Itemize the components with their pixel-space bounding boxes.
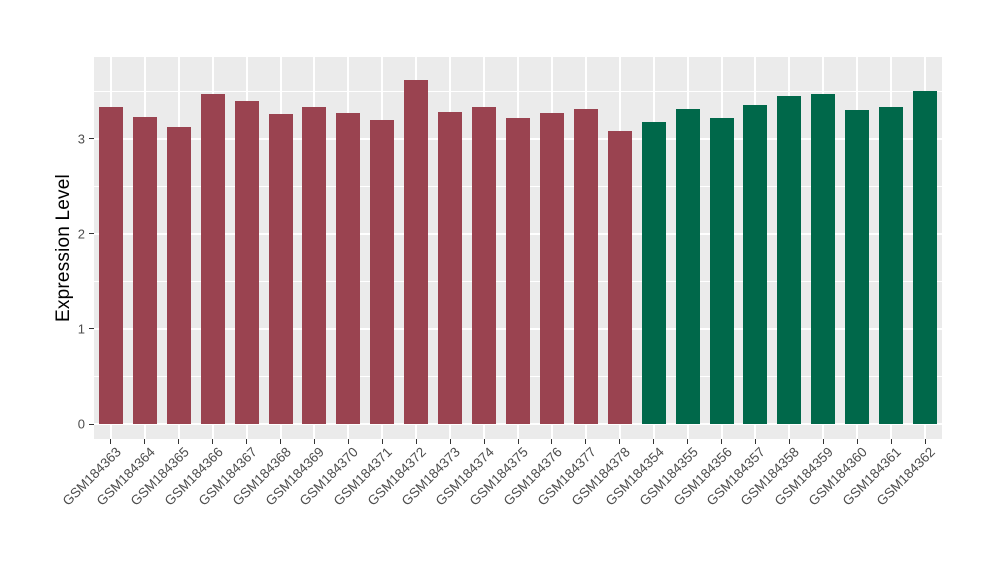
- bar-gsm184368: [268, 114, 293, 424]
- x-axis-tick-mark: [144, 439, 146, 444]
- bar-gsm184362: [913, 91, 938, 424]
- y-axis-title: Expression Level: [53, 174, 74, 322]
- x-axis-tick-mark: [347, 439, 349, 444]
- x-axis-tick-mark: [619, 439, 621, 444]
- x-axis-tick-mark: [721, 439, 723, 444]
- bar-gsm184354: [641, 121, 666, 424]
- x-axis-tick-mark: [585, 439, 587, 444]
- bar-gsm184358: [777, 96, 802, 424]
- x-axis-tick-mark: [246, 439, 248, 444]
- bar-gsm184376: [539, 113, 564, 424]
- y-axis-tick-mark: [89, 233, 94, 235]
- bar-gsm184372: [404, 80, 429, 424]
- bar-gsm184357: [743, 104, 768, 424]
- bar-gsm184360: [845, 109, 870, 424]
- x-axis-tick-mark: [924, 439, 926, 444]
- x-axis-tick-mark: [822, 439, 824, 444]
- bar-gsm184378: [607, 131, 632, 424]
- bar-gsm184366: [200, 94, 225, 424]
- bar-gsm184365: [166, 126, 191, 424]
- y-axis-tick-label: 2: [77, 226, 85, 242]
- x-axis-tick-mark: [415, 439, 417, 444]
- x-axis-tick-mark: [754, 439, 756, 444]
- bar-gsm184375: [506, 118, 530, 424]
- x-axis-tick-mark: [212, 439, 214, 444]
- y-axis-tick-label: 0: [77, 416, 85, 432]
- bar-gsm184355: [675, 108, 700, 424]
- x-axis-tick-mark: [856, 439, 858, 444]
- x-axis-tick-mark: [551, 439, 553, 444]
- x-axis-tick-mark: [788, 439, 790, 444]
- x-axis-tick-mark: [483, 439, 485, 444]
- y-axis-tick-mark: [89, 138, 94, 140]
- bar-gsm184370: [336, 113, 361, 424]
- bar-gsm184359: [811, 94, 836, 424]
- x-axis-tick-mark: [280, 439, 282, 444]
- x-axis-tick-mark: [653, 439, 655, 444]
- y-axis-tick-label: 3: [77, 131, 85, 147]
- bar-gsm184363: [98, 106, 123, 424]
- x-axis-tick-mark: [313, 439, 315, 444]
- bar-gsm184374: [472, 106, 497, 424]
- bar-gsm184369: [302, 106, 327, 424]
- x-axis-tick-mark: [449, 439, 451, 444]
- plot-panel: [94, 57, 942, 439]
- x-axis-tick-mark: [110, 439, 112, 444]
- bar-gsm184356: [709, 118, 734, 424]
- bar-gsm184371: [370, 119, 395, 424]
- bar-gsm184361: [879, 106, 904, 424]
- x-axis-tick-mark: [178, 439, 180, 444]
- x-axis-tick-mark: [517, 439, 519, 444]
- x-axis-tick-mark: [687, 439, 689, 444]
- y-axis-tick-label: 1: [77, 321, 85, 337]
- bar-gsm184377: [573, 108, 598, 424]
- x-axis-tick-mark: [890, 439, 892, 444]
- x-axis-tick-mark: [381, 439, 383, 444]
- y-axis-tick-mark: [89, 328, 94, 330]
- bar-gsm184367: [234, 100, 259, 424]
- bar-gsm184364: [132, 117, 157, 424]
- y-axis-tick-mark: [89, 423, 94, 425]
- bar-gsm184373: [438, 112, 463, 424]
